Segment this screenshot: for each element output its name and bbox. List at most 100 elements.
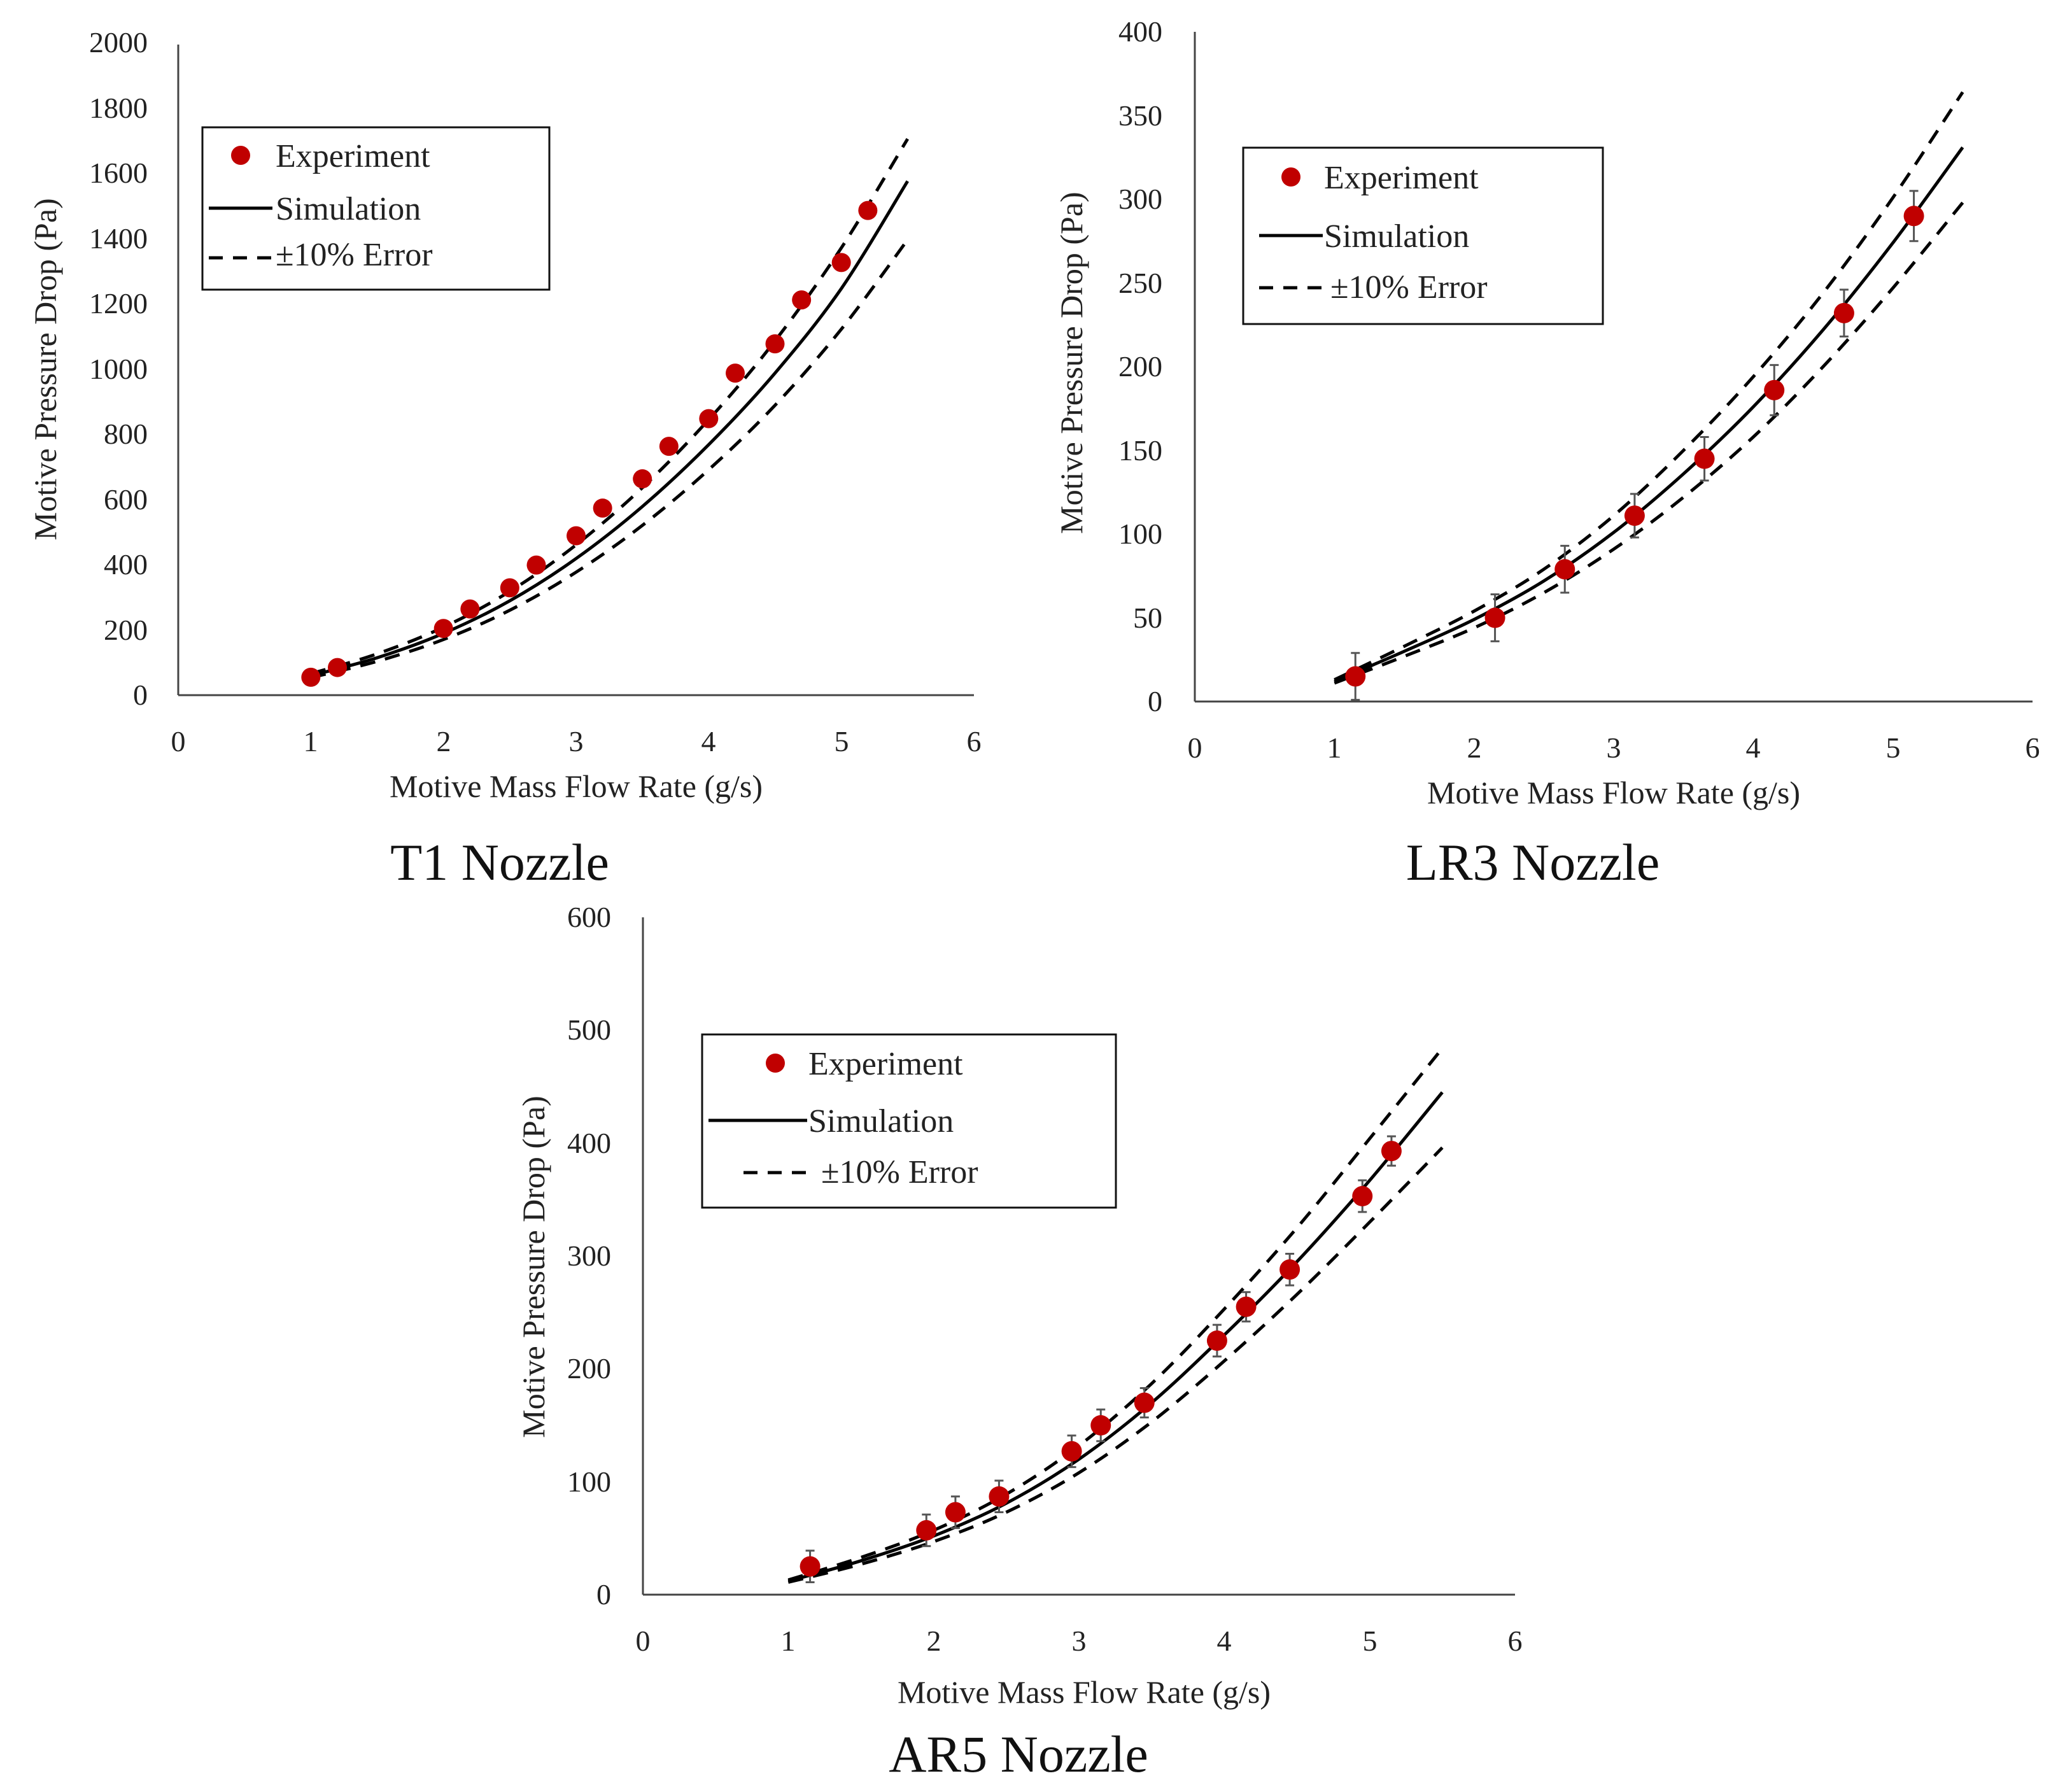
t1-experiment-point-3: [460, 599, 480, 619]
ar5-series-10-error-line: [787, 1146, 1444, 1584]
ar5-xtick-0: 0: [636, 1625, 651, 1657]
lr3-ticks: 0 50 100 150 200 250 300 350 400 0 1 2 3…: [1118, 15, 2040, 764]
lr3-xtick-1: 1: [1327, 731, 1342, 764]
t1-ytick-0: 0: [133, 679, 148, 711]
t1-experiment-point-4: [500, 578, 519, 598]
ar5-ytick-6: 600: [567, 901, 611, 933]
t1-legend-simulation-label: Simulation: [276, 191, 421, 227]
t1-experiment-point-12: [765, 334, 785, 354]
lr3-experiment-point-5: [1764, 379, 1785, 400]
lr3-ytick-5: 250: [1118, 267, 1162, 299]
lr3-legend-simulation-label: Simulation: [1324, 218, 1469, 255]
ar5-series-10-error-line: [787, 1047, 1444, 1582]
ar5-experiment-point-7: [1206, 1330, 1227, 1351]
lr3-experiment-point-6: [1833, 302, 1854, 323]
lr3-legend: Experiment Simulation ±10% Error: [1242, 146, 1604, 325]
lr3-caption: LR3 Nozzle: [1406, 833, 1660, 891]
ar5-xtick-3: 3: [1072, 1625, 1087, 1657]
t1-ytick-1: 200: [104, 614, 148, 646]
ar5-xtick-4: 4: [1217, 1625, 1232, 1657]
ar5-ytick-1: 100: [567, 1465, 611, 1498]
t1-experiment-point-14: [831, 253, 851, 272]
t1-xtick-5: 5: [835, 725, 849, 758]
t1-xtick-4: 4: [701, 725, 716, 758]
ar5-experiment-point-10: [1352, 1186, 1373, 1207]
lr3-xtick-6: 6: [2026, 731, 2040, 764]
t1-experiment-point-15: [858, 201, 878, 220]
lr3-legend-experiment-marker: [1281, 167, 1300, 187]
t1-ytick-6: 1200: [89, 287, 148, 320]
chart-lr3: 0 50 100 150 200 250 300 350 400 0 1 2 3…: [1054, 15, 2040, 891]
ar5-plot-area: [787, 1047, 1444, 1584]
lr3-experiment-point-1: [1484, 607, 1505, 628]
t1-ytick-8: 1600: [89, 157, 148, 189]
t1-experiment-point-0: [301, 667, 321, 687]
t1-ytick-5: 1000: [89, 353, 148, 385]
lr3-ytick-1: 50: [1133, 602, 1162, 634]
t1-experiment-point-7: [593, 498, 612, 518]
ar5-legend: Experiment Simulation ±10% Error: [701, 1033, 1117, 1209]
lr3-plot-area: [1334, 91, 1964, 701]
ar5-xtick-5: 5: [1363, 1625, 1378, 1657]
t1-xtick-1: 1: [304, 725, 318, 758]
lr3-ytick-6: 300: [1118, 183, 1162, 215]
t1-experiment-point-5: [526, 555, 546, 575]
lr3-series-simulation-line: [1334, 146, 1964, 683]
t1-experiment-point-2: [433, 619, 453, 638]
ar5-experiment-point-8: [1236, 1296, 1257, 1317]
chart-t1: 0 200 400 600 800 1000 1200 1400 1600 18…: [27, 26, 982, 891]
t1-experiment-point-1: [328, 658, 347, 677]
lr3-xtick-2: 2: [1467, 731, 1482, 764]
t1-xtick-0: 0: [171, 725, 186, 758]
ar5-xtick-1: 1: [781, 1625, 796, 1657]
ar5-experiment-point-9: [1279, 1259, 1300, 1280]
ar5-legend-experiment-marker: [766, 1054, 785, 1073]
t1-ytick-9: 1800: [89, 92, 148, 124]
ar5-experiment-point-0: [800, 1556, 821, 1577]
ar5-ytick-4: 400: [567, 1127, 611, 1159]
lr3-ytick-4: 200: [1118, 350, 1162, 383]
ar5-ytick-2: 200: [567, 1352, 611, 1385]
ar5-experiment-point-6: [1134, 1392, 1155, 1413]
lr3-xtick-4: 4: [1746, 731, 1761, 764]
lr3-experiment-point-4: [1694, 448, 1715, 469]
ar5-caption: AR5 Nozzle: [889, 1725, 1148, 1783]
t1-experiment-point-9: [659, 437, 679, 456]
lr3-experiment-point-2: [1554, 559, 1575, 580]
t1-ytick-3: 600: [104, 483, 148, 516]
ar5-series-simulation-line: [787, 1091, 1444, 1583]
t1-legend-experiment-label: Experiment: [276, 138, 430, 174]
ar5-ytick-5: 500: [567, 1013, 611, 1046]
lr3-experiment-point-7: [1903, 206, 1924, 227]
t1-xlabel: Motive Mass Flow Rate (g/s): [390, 768, 763, 804]
lr3-ytick-7: 350: [1118, 99, 1162, 132]
lr3-experiment-point-0: [1345, 666, 1366, 687]
t1-series-simulation-line: [310, 180, 909, 677]
lr3-legend-error-label: ±10% Error: [1330, 269, 1488, 306]
t1-xtick-3: 3: [569, 725, 584, 758]
t1-xtick-2: 2: [437, 725, 451, 758]
lr3-xtick-3: 3: [1607, 731, 1621, 764]
t1-ytick-2: 400: [104, 548, 148, 581]
t1-experiment-point-10: [699, 409, 719, 428]
lr3-legend-experiment-label: Experiment: [1324, 160, 1479, 196]
ar5-experiment-point-5: [1090, 1415, 1111, 1436]
t1-ytick-4: 800: [104, 418, 148, 450]
t1-ylabel: Motive Pressure Drop (Pa): [27, 198, 63, 540]
t1-ytick-10: 2000: [89, 26, 148, 59]
t1-experiment-point-6: [567, 526, 586, 546]
t1-legend-experiment-marker: [231, 146, 250, 165]
t1-ticks: 0 200 400 600 800 1000 1200 1400 1600 18…: [89, 26, 982, 758]
t1-legend-error-label: ±10% Error: [276, 237, 433, 273]
t1-caption: T1 Nozzle: [390, 833, 609, 891]
ar5-xtick-2: 2: [927, 1625, 941, 1657]
chart-ar5: 0 100 200 300 400 500 600 0 1 2 3 4 5 6 …: [516, 901, 1523, 1783]
t1-series-10-error-line: [310, 239, 909, 679]
ar5-legend-simulation-label: Simulation: [808, 1103, 954, 1139]
ar5-ylabel: Motive Pressure Drop (Pa): [516, 1096, 551, 1437]
ar5-xtick-6: 6: [1508, 1625, 1523, 1657]
ar5-experiment-point-1: [916, 1520, 937, 1541]
lr3-xtick-0: 0: [1188, 731, 1202, 764]
t1-ytick-7: 1400: [89, 222, 148, 255]
